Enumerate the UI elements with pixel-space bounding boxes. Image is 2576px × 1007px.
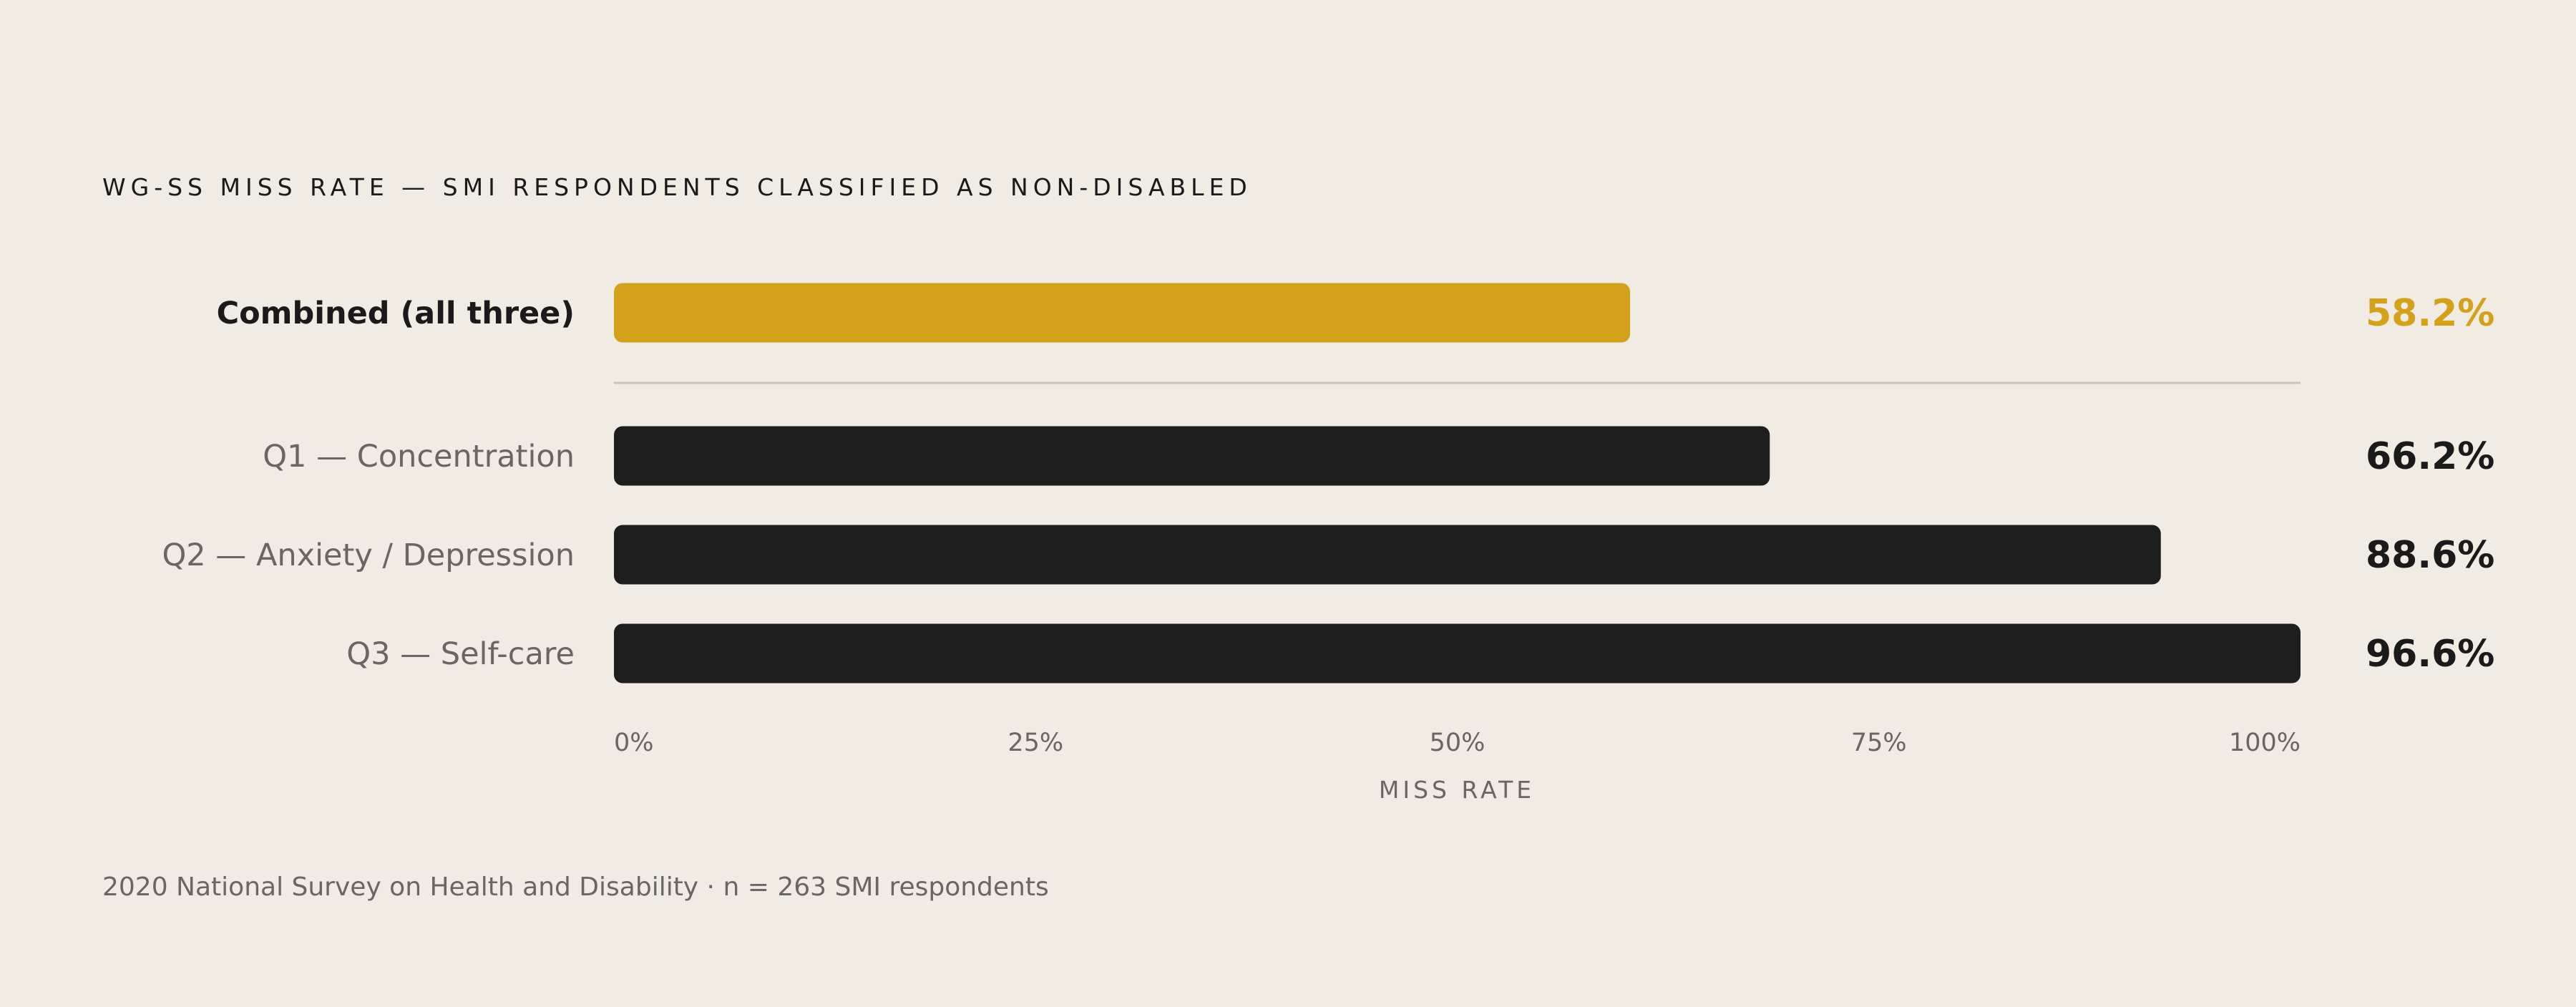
x-axis-ticks: 0% 25% 50% 75% 100% [614, 729, 2301, 757]
value-label-2: 88.6% [2366, 534, 2494, 577]
tick-label-3: 75% [1851, 729, 1907, 757]
bar-1 [614, 426, 1770, 486]
bars-group: Combined (all three) 58.2% Q1 — Concentrat… [162, 283, 2494, 684]
x-axis-label: MISS RATE [1379, 776, 1535, 804]
category-label-3: Q3 — Self-care [346, 636, 575, 672]
value-label-3: 96.6% [2366, 633, 2494, 676]
tick-label-2: 50% [1430, 729, 1485, 757]
tick-label-4: 100% [2229, 729, 2301, 757]
tick-label-1: 25% [1008, 729, 1063, 757]
category-label-0: Combined (all three) [217, 296, 575, 331]
chart-title: WG-SS MISS RATE — SMI RESPONDENTS CLASSI… [102, 173, 1252, 201]
bar-3 [614, 623, 2301, 684]
value-label-0: 58.2% [2366, 292, 2494, 335]
bar-0 [614, 283, 1631, 343]
category-label-1: Q1 — Concentration [263, 439, 575, 475]
bar-2 [614, 525, 2161, 585]
category-label-2: Q2 — Anxiety / Depression [162, 537, 575, 573]
source-footnote: 2020 National Survey on Health and Disab… [102, 872, 1049, 902]
tick-label-0: 0% [614, 729, 654, 757]
value-label-1: 66.2% [2366, 435, 2494, 478]
